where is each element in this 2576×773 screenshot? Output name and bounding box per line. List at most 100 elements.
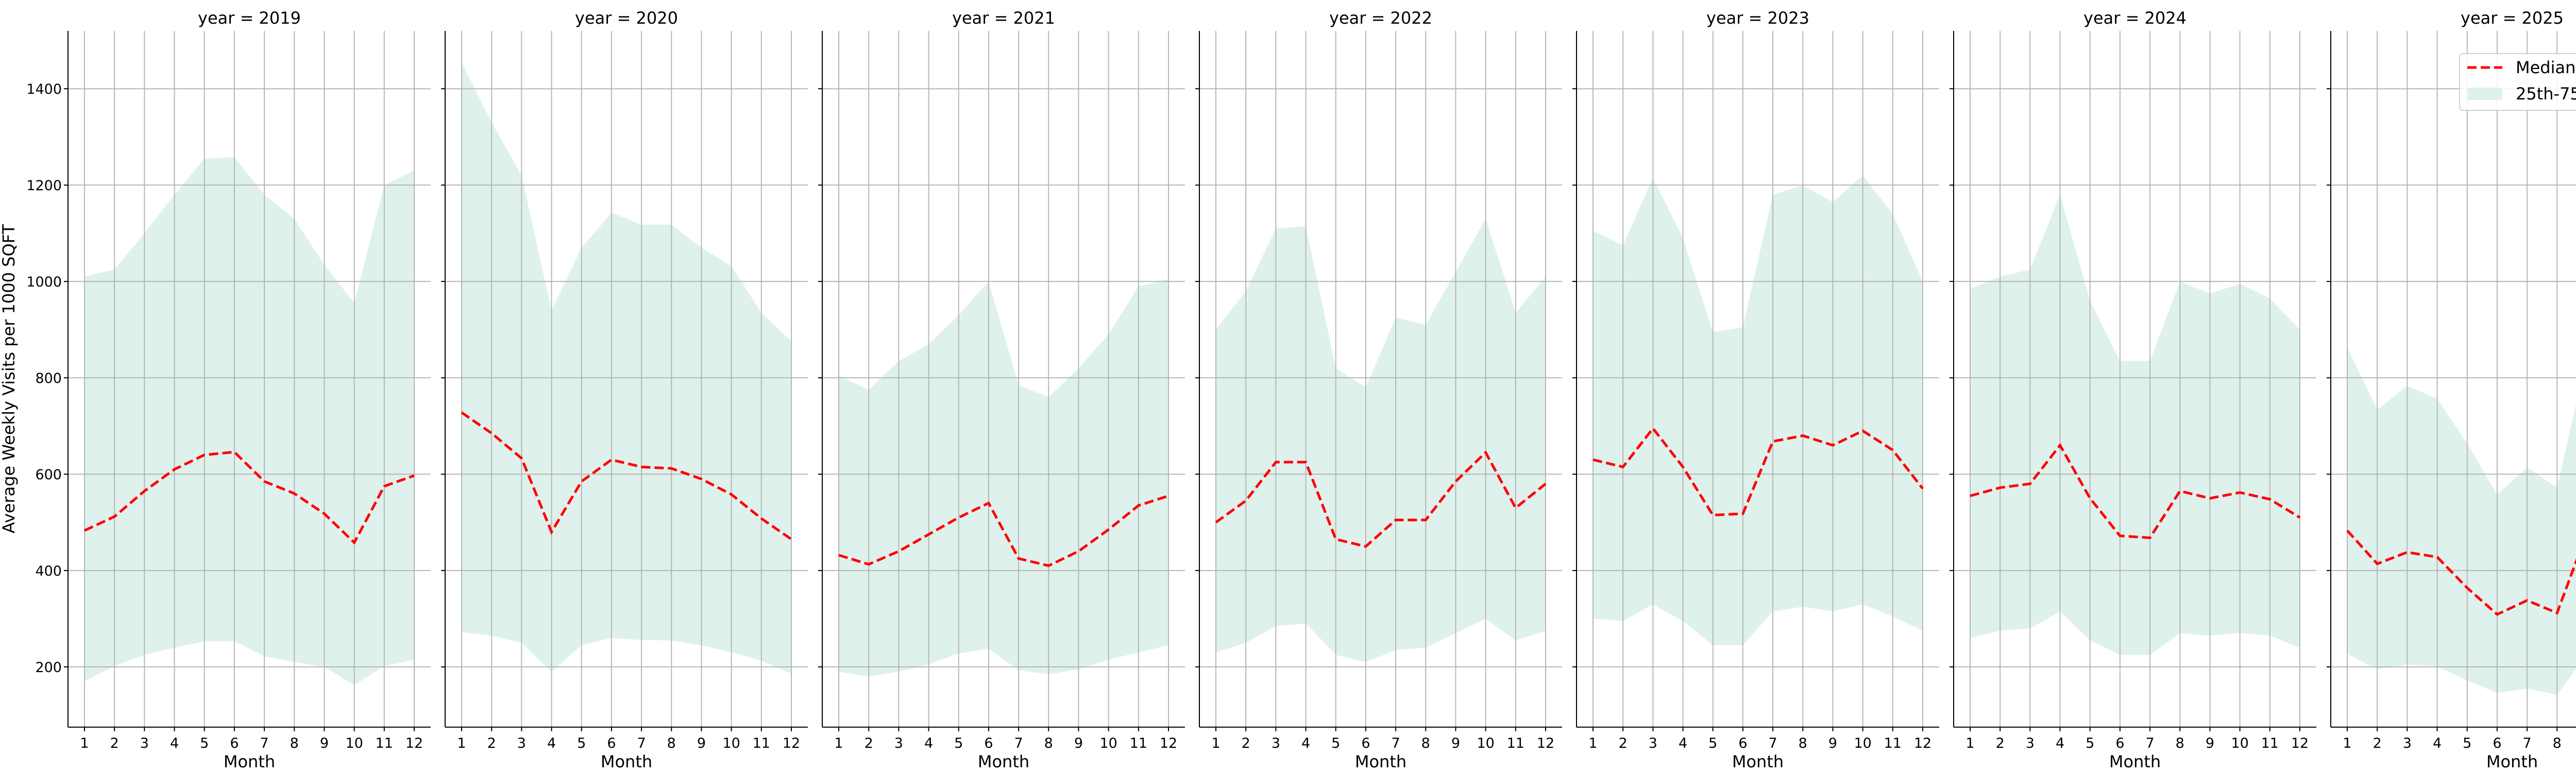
x-axis-label: Month xyxy=(978,752,1029,771)
facet-prefix: year = xyxy=(198,8,259,28)
x-tick-label: 9 xyxy=(2206,735,2214,751)
x-tick-label: 4 xyxy=(170,735,179,751)
x-tick-label: 7 xyxy=(1014,735,1023,751)
facet-prefix: year = xyxy=(952,8,1013,28)
y-tick-label: 1000 xyxy=(26,274,62,290)
x-tick-label: 3 xyxy=(894,735,903,751)
x-tick-label: 10 xyxy=(345,735,363,751)
x-tick-label: 12 xyxy=(1537,735,1554,751)
x-tick-label: 8 xyxy=(1421,735,1430,751)
x-tick-label: 4 xyxy=(2433,735,2442,751)
x-tick-label: 5 xyxy=(1331,735,1340,751)
x-tick-label: 5 xyxy=(2086,735,2094,751)
x-tick-label: 4 xyxy=(547,735,556,751)
x-tick-label: 9 xyxy=(320,735,329,751)
x-tick-label: 8 xyxy=(2176,735,2184,751)
x-tick-label: 10 xyxy=(722,735,740,751)
x-tick-label: 1 xyxy=(457,735,466,751)
percentile-band xyxy=(1970,194,2300,655)
x-tick-label: 2 xyxy=(2373,735,2382,751)
x-tick-label: 4 xyxy=(1301,735,1310,751)
x-axis-label: Month xyxy=(224,752,275,771)
x-tick-label: 9 xyxy=(1451,735,1460,751)
legend-band-swatch xyxy=(2467,88,2502,100)
x-tick-label: 7 xyxy=(2522,735,2531,751)
percentile-band xyxy=(1216,219,1546,662)
facet-year: 2022 xyxy=(1391,8,1432,28)
x-tick-label: 9 xyxy=(697,735,706,751)
x-tick-label: 2 xyxy=(865,735,873,751)
x-tick-label: 3 xyxy=(1272,735,1280,751)
x-tick-label: 5 xyxy=(2463,735,2471,751)
x-tick-label: 10 xyxy=(1854,735,1871,751)
x-tick-label: 1 xyxy=(2343,735,2351,751)
x-tick-label: 7 xyxy=(637,735,646,751)
x-tick-label: 10 xyxy=(1099,735,1117,751)
x-tick-label: 7 xyxy=(1768,735,1777,751)
x-tick-label: 7 xyxy=(2145,735,2154,751)
x-axis-label: Month xyxy=(2486,752,2538,771)
percentile-band xyxy=(1593,175,1923,646)
percentile-band xyxy=(462,62,791,674)
x-tick-label: 12 xyxy=(2291,735,2309,751)
percentile-band xyxy=(84,157,414,685)
facet-year: 2025 xyxy=(2522,8,2564,28)
median-line xyxy=(1970,443,2301,540)
x-tick-label: 8 xyxy=(1044,735,1053,751)
x-tick-label: 1 xyxy=(80,735,89,751)
x-tick-label: 8 xyxy=(2553,735,2562,751)
median-line xyxy=(1215,450,1547,548)
panel-title: year = 2025 xyxy=(2461,8,2564,28)
x-tick-label: 11 xyxy=(1507,735,1524,751)
x-tick-label: 9 xyxy=(1074,735,1083,751)
x-tick-label: 6 xyxy=(984,735,993,751)
x-tick-label: 8 xyxy=(1799,735,1807,751)
facet-prefix: year = xyxy=(1329,8,1391,28)
panel-title: year = 2024 xyxy=(2083,8,2187,28)
x-axis-label: Month xyxy=(1355,752,1406,771)
percentile-band xyxy=(839,279,1168,677)
x-tick-label: 3 xyxy=(1649,735,1657,751)
median-line xyxy=(461,411,792,541)
x-tick-label: 12 xyxy=(405,735,423,751)
y-tick-label: 1400 xyxy=(26,81,62,97)
x-tick-label: 11 xyxy=(376,735,393,751)
x-tick-label: 2 xyxy=(1242,735,1250,751)
x-tick-label: 3 xyxy=(2026,735,2035,751)
x-tick-label: 10 xyxy=(2231,735,2248,751)
facet-prefix: year = xyxy=(575,8,636,28)
x-tick-label: 1 xyxy=(1965,735,1974,751)
x-tick-label: 8 xyxy=(290,735,299,751)
x-tick-label: 12 xyxy=(1160,735,1177,751)
x-tick-label: 8 xyxy=(667,735,676,751)
legend: Median 25th-75th Percentile xyxy=(2459,53,2576,111)
x-tick-label: 6 xyxy=(1361,735,1370,751)
x-tick-label: 6 xyxy=(2493,735,2501,751)
x-tick-label: 3 xyxy=(140,735,149,751)
x-tick-label: 2 xyxy=(487,735,496,751)
facet-year: 2020 xyxy=(636,8,678,28)
x-tick-label: 1 xyxy=(1211,735,1220,751)
facet-year: 2021 xyxy=(1013,8,1055,28)
x-axis-label: Month xyxy=(2109,752,2161,771)
x-tick-label: 5 xyxy=(954,735,963,751)
x-tick-label: 1 xyxy=(834,735,843,751)
x-tick-label: 4 xyxy=(2056,735,2064,751)
x-tick-label: 6 xyxy=(230,735,239,751)
y-tick-label: 1200 xyxy=(26,178,62,194)
median-line xyxy=(83,450,415,545)
x-tick-label: 7 xyxy=(1391,735,1400,751)
facet-year: 2019 xyxy=(259,8,301,28)
y-tick-label: 800 xyxy=(35,371,62,386)
x-tick-label: 11 xyxy=(1884,735,1902,751)
legend-median-label: Median xyxy=(2516,58,2575,77)
facet-prefix: year = xyxy=(1706,8,1768,28)
x-tick-label: 4 xyxy=(924,735,933,751)
